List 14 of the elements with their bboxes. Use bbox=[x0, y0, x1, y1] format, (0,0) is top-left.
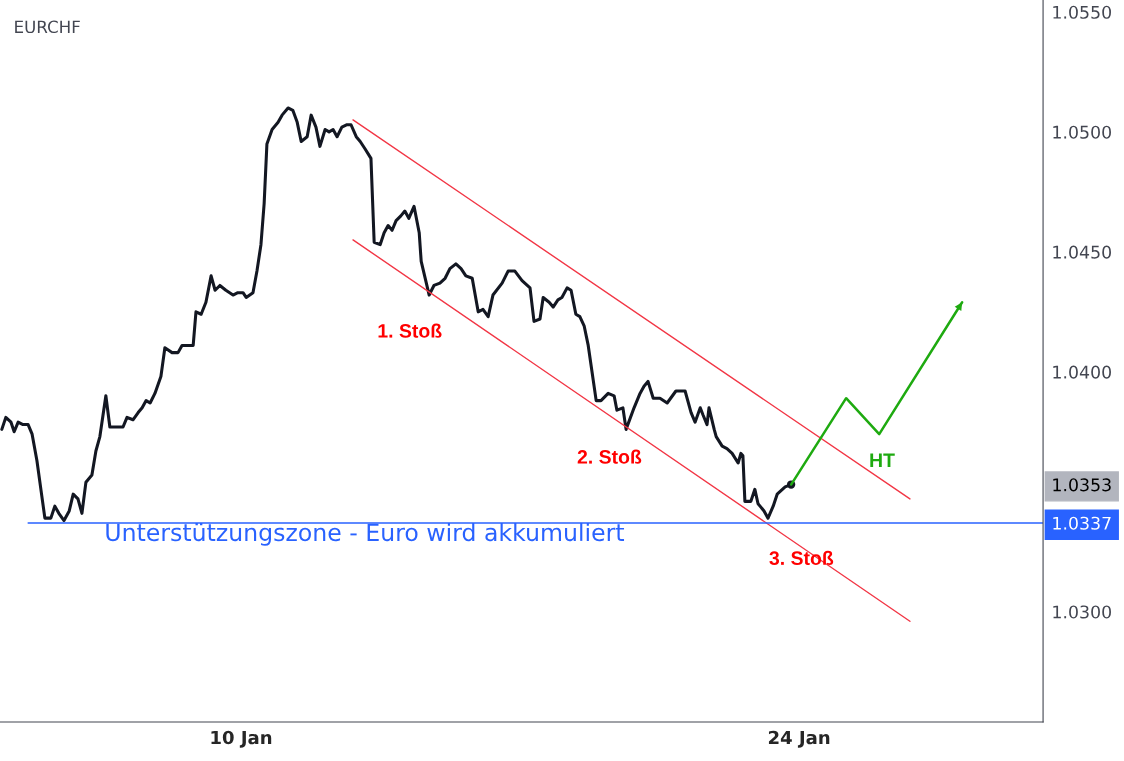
y-tick-label: 1.0300 bbox=[1053, 605, 1111, 619]
y-tick-label: 1.0353 bbox=[1053, 478, 1111, 492]
annotation: 2. Stoß bbox=[577, 449, 642, 464]
text: EURCHF bbox=[15, 20, 80, 34]
x-tick-label: 24 Jan bbox=[768, 730, 830, 748]
x-tick-label: 10 Jan bbox=[211, 730, 272, 748]
y-tick-label: 1.0500 bbox=[1053, 125, 1111, 139]
y-tick-label: 1.0550 bbox=[1053, 5, 1111, 19]
y-tick-label: 1.0337 bbox=[1053, 516, 1111, 530]
ref-line-label: Unterstützungszone - Euro wird akkumuliert bbox=[106, 522, 625, 546]
y-tick-label: 1.0400 bbox=[1053, 365, 1111, 379]
annotation: 1. Stoß bbox=[378, 323, 442, 338]
y-tick-label: 1.0450 bbox=[1053, 245, 1111, 259]
annotation: HT bbox=[870, 453, 895, 467]
